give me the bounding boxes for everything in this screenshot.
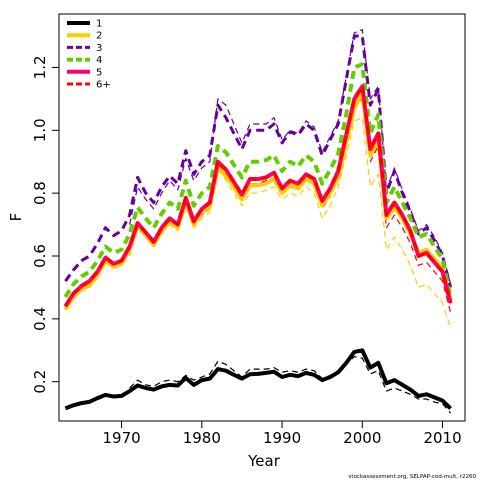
- y-tick-label-1.0: 1.0: [31, 118, 49, 142]
- y-tick-label-0.2: 0.2: [31, 370, 49, 394]
- legend-label-2: 2: [96, 31, 102, 42]
- y-axis-title: F: [7, 213, 25, 222]
- x-axis: 1970 1980 1990 2000 2010: [102, 421, 462, 447]
- series-line-1: [64, 348, 452, 411]
- y-tick-label-1.2: 1.2: [31, 55, 49, 79]
- y-tick-label-0.8: 0.8: [31, 181, 49, 205]
- plot-frame: [58, 13, 466, 422]
- x-tick-label-1980: 1980: [183, 429, 221, 447]
- y-axis: 0.2 0.4 0.6 0.8 1.0 1.2: [31, 55, 59, 394]
- retro-line-0: [129, 356, 452, 414]
- legend-label-6plus: 6+: [96, 80, 111, 91]
- y-tick-label-0.4: 0.4: [31, 307, 49, 331]
- series-layer: [63, 29, 453, 414]
- legend-label-5: 5: [96, 67, 102, 78]
- credit-text: stockassessment.org, SELPAP-cod-mult, r2…: [349, 474, 477, 480]
- series-line-5: [63, 84, 453, 308]
- legend-label-1: 1: [96, 19, 102, 30]
- x-axis-title: Year: [247, 452, 281, 470]
- y-tick-label-0.6: 0.6: [31, 244, 49, 268]
- legend-label-3: 3: [96, 43, 102, 54]
- series-line-6plus: [64, 84, 453, 308]
- legend-label-4: 4: [96, 55, 102, 66]
- x-tick-label-2010: 2010: [423, 429, 461, 447]
- x-tick-label-1990: 1990: [263, 429, 301, 447]
- series-line-2: [63, 90, 453, 311]
- x-tick-label-1970: 1970: [102, 429, 140, 447]
- x-tick-label-2000: 2000: [343, 429, 381, 447]
- retro-line-2: [129, 29, 452, 285]
